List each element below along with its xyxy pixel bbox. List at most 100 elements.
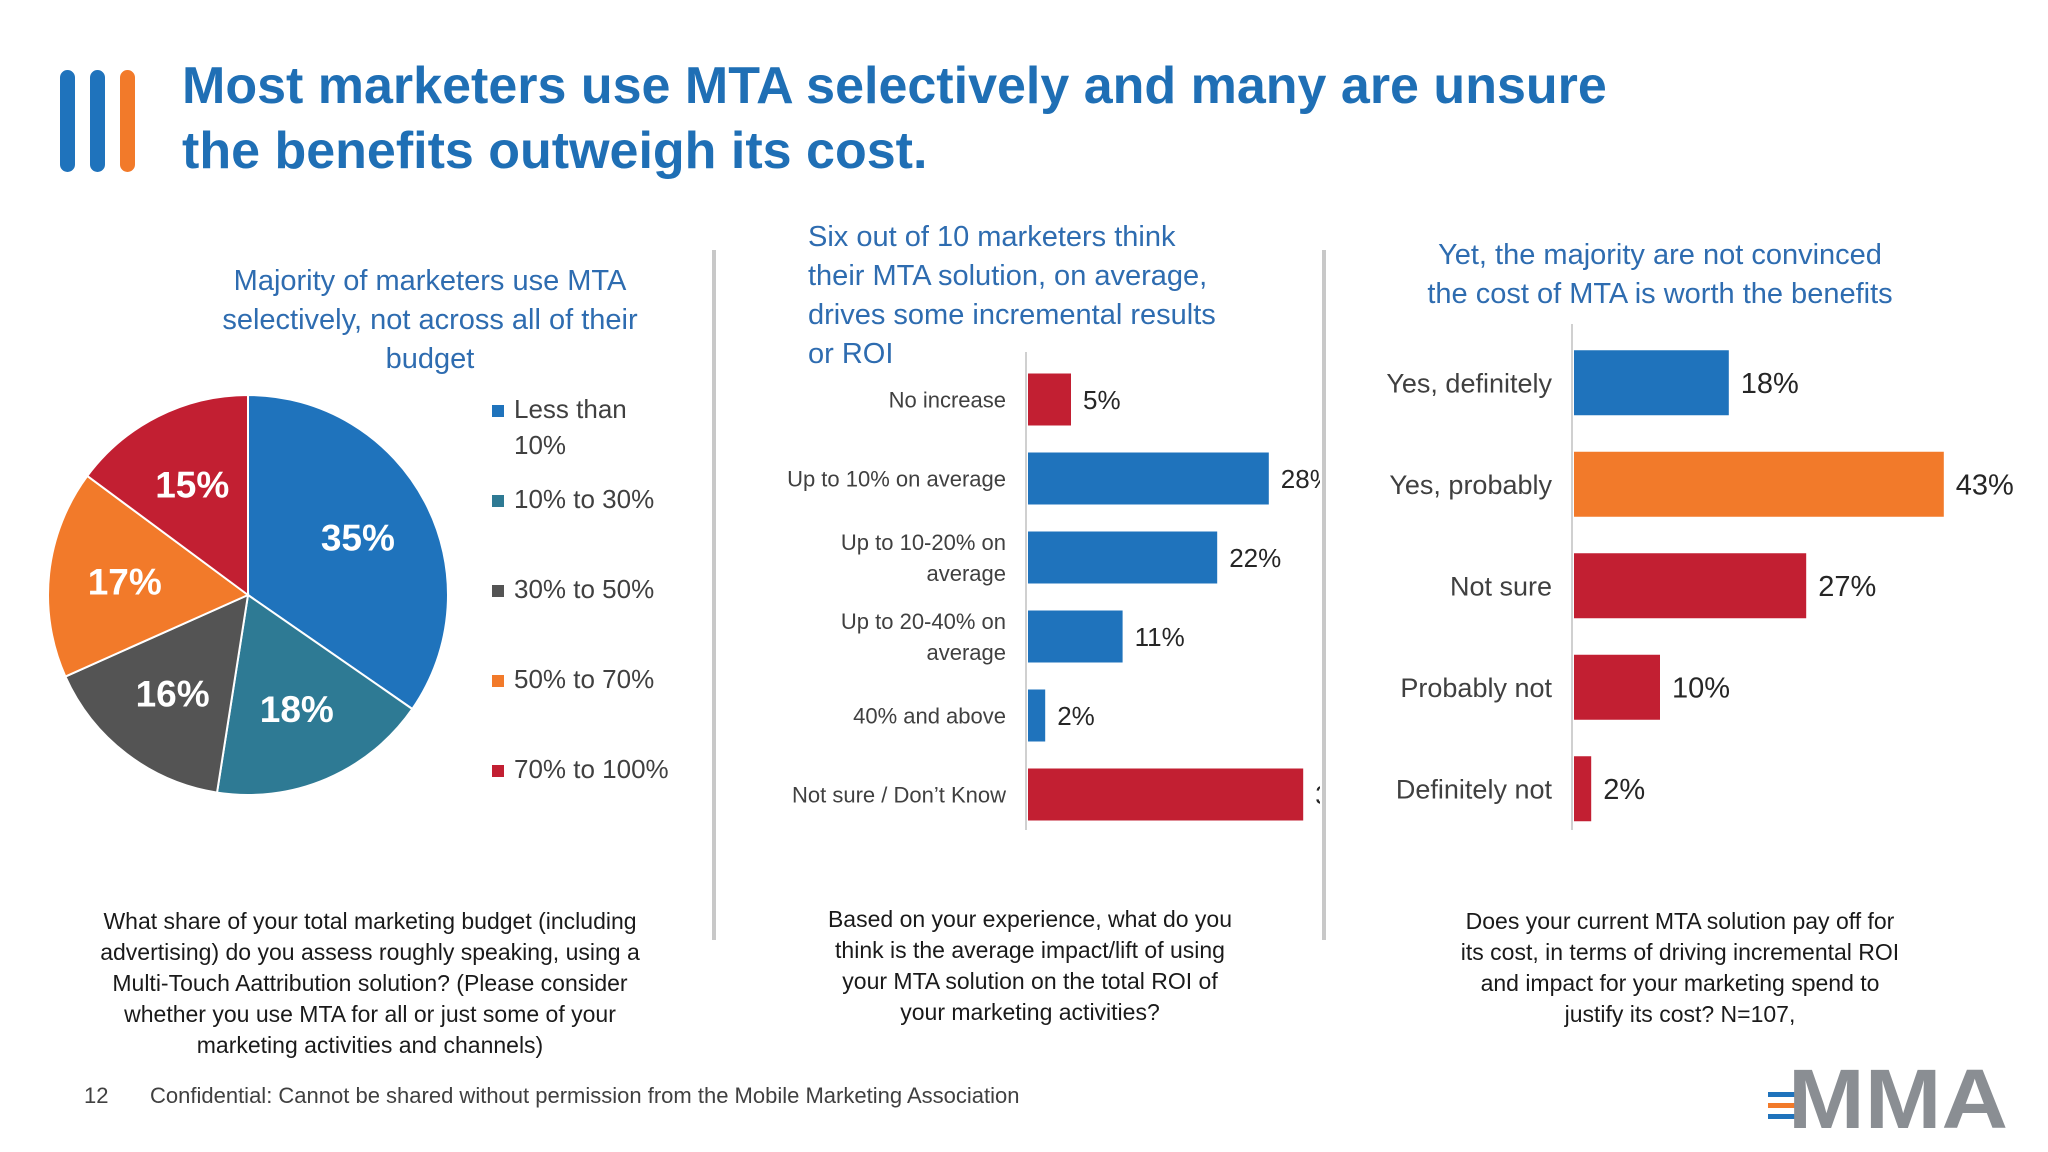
panel1-question-line: Multi-Touch Aattribution solution? (Plea… [112, 970, 628, 996]
category-label: Probably not [1400, 673, 1552, 703]
bar [1574, 451, 1944, 517]
legend-swatch [492, 675, 504, 687]
panel2-subtitle-line: drives some incremental results [808, 299, 1216, 331]
category-label: No increase [889, 387, 1006, 412]
bar-value-label: 27% [1818, 571, 1876, 603]
panel3-question: Does your current MTA solution pay off f… [1400, 906, 1960, 1030]
pie-slice-label: 18% [260, 689, 334, 730]
panel-divider-left [712, 250, 716, 940]
panel1-subtitle: Majority of marketers use MTA selectivel… [200, 262, 660, 379]
pie-slice [64, 593, 250, 794]
category-label: Up to 10-20% on [841, 530, 1006, 555]
legend-swatch [492, 585, 504, 597]
bar-value-label: 2% [1057, 701, 1095, 731]
panel3-question-line: its cost, in terms of driving incrementa… [1460, 939, 1900, 965]
bar [1574, 756, 1592, 822]
panel2-question-line: think is the average impact/lift of usin… [835, 937, 1225, 963]
bar [1028, 452, 1269, 505]
legend-swatch [492, 495, 504, 507]
bar-value-label: 28% [1281, 464, 1320, 494]
logo-text: MMA [1788, 1058, 2008, 1134]
category-label: average [926, 640, 1006, 665]
category-label: Yes, definitely [1386, 368, 1552, 398]
bar-value-label: 32% [1315, 780, 1320, 810]
panel1-subtitle-line: selectively, not across all of their [222, 304, 638, 336]
slide-title: Most marketers use MTA selectively and m… [182, 54, 1882, 184]
panel3-question-line: Does your current MTA solution pay off f… [1465, 908, 1895, 934]
slide-title-line: Most marketers use MTA selectively and m… [182, 57, 1607, 115]
slide-title-line: the benefits outweigh its cost. [182, 122, 928, 180]
impact-bar-chart: 5% No increase 28% Up to 10% on average 22% U… [787, 352, 1320, 830]
bar [1574, 350, 1729, 416]
bar [1028, 689, 1046, 742]
bar [1028, 768, 1304, 821]
panel2-subtitle-line: their MTA solution, on average, [808, 260, 1208, 292]
category-label: Up to 20-40% on [841, 609, 1006, 634]
bar-value-label: 2% [1603, 774, 1645, 806]
logo-stripe [1768, 1092, 1802, 1097]
legend-label: Less than [514, 394, 627, 424]
panel3-subtitle: Yet, the majority are not convinced the … [1380, 236, 1940, 314]
pie-slice-label: 16% [136, 673, 210, 714]
confidential-notice: Confidential: Cannot be shared without p… [150, 1083, 1020, 1108]
title-accent-bar-blue-1 [60, 70, 75, 172]
category-label: Not sure / Don’t Know [792, 782, 1006, 807]
bar-value-label: 11% [1135, 622, 1185, 652]
panel2-subtitle: Six out of 10 marketers think their MTA … [808, 218, 1288, 374]
panel1-subtitle-line: Majority of marketers use MTA [233, 265, 627, 297]
bar [1574, 654, 1660, 720]
legend-label: 10% to 30% [514, 484, 654, 514]
payoff-bar-chart: 18% Yes, definitely 43% Yes, probably 27% Not… [1386, 324, 2014, 830]
bar [1028, 373, 1071, 426]
pie-slice [215, 593, 414, 796]
category-label: Definitely not [1396, 774, 1553, 804]
bar [1028, 610, 1123, 663]
pie-slice-label: 15% [155, 464, 229, 505]
logo-stripe [1768, 1103, 1802, 1108]
legend-label: 30% to 50% [514, 574, 654, 604]
pie-chart: 35% 18% 16% 17% 15% Less than 10% 10% to 30% 30%… [47, 393, 669, 796]
panel2-question-line: Based on your experience, what do you [827, 906, 1233, 932]
bar-value-label: 22% [1229, 543, 1281, 573]
legend-label: 70% to 100% [514, 754, 669, 784]
panel2-question-line: your MTA solution on the total ROI of [842, 968, 1218, 994]
logo-stripe [1768, 1114, 1802, 1119]
panel3-subtitle-line: Yet, the majority are not convinced [1438, 239, 1882, 271]
panel2-subtitle-line: Six out of 10 marketers think [808, 221, 1176, 253]
bar [1028, 531, 1218, 584]
bar-value-label: 5% [1083, 385, 1121, 415]
panel2-question-line: your marketing activities? [900, 999, 1160, 1025]
bar-value-label: 18% [1741, 368, 1799, 400]
panel3-question-line: justify its cost? N=107, [1564, 1001, 1796, 1027]
panel2-subtitle-line: or ROI [808, 338, 894, 370]
bar-value-label: 10% [1672, 673, 1730, 705]
category-label: Up to 10% on average [787, 466, 1006, 491]
pie-slice [47, 474, 250, 678]
bar [1574, 553, 1807, 619]
panel1-question-line: advertising) do you assess roughly speak… [100, 939, 640, 965]
legend-swatch [492, 765, 504, 777]
panel3-subtitle-line: the cost of MTA is worth the benefits [1427, 278, 1893, 310]
category-label: Yes, probably [1389, 470, 1552, 500]
panel1-question-line: marketing activities and channels) [196, 1032, 544, 1058]
panel1-subtitle-line: budget [385, 343, 475, 375]
category-label: average [926, 561, 1006, 586]
legend-label: 50% to 70% [514, 664, 654, 694]
panel3-question-line: and impact for your marketing spend to [1480, 970, 1880, 996]
panel2-question: Based on your experience, what do you th… [760, 904, 1300, 1028]
pie-slice-label: 35% [321, 518, 395, 559]
category-label: Not sure [1450, 571, 1552, 601]
title-accent-bar-orange [120, 70, 135, 172]
mma-logo: MMA [1768, 1058, 2008, 1134]
panel1-question: What share of your total marketing budge… [60, 906, 680, 1061]
legend-label: 10% [514, 430, 566, 460]
legend-swatch [492, 405, 504, 417]
page-number: 12 [84, 1083, 109, 1108]
pie-slice-label: 17% [88, 562, 162, 603]
pie-slice [247, 393, 449, 711]
panel1-question-line: whether you use MTA for all or just some… [124, 1001, 616, 1027]
title-accent-bar-blue-2 [90, 70, 105, 172]
category-label: 40% and above [853, 703, 1006, 728]
pie-slice [85, 393, 249, 597]
panel1-question-line: What share of your total marketing budge… [103, 908, 637, 934]
